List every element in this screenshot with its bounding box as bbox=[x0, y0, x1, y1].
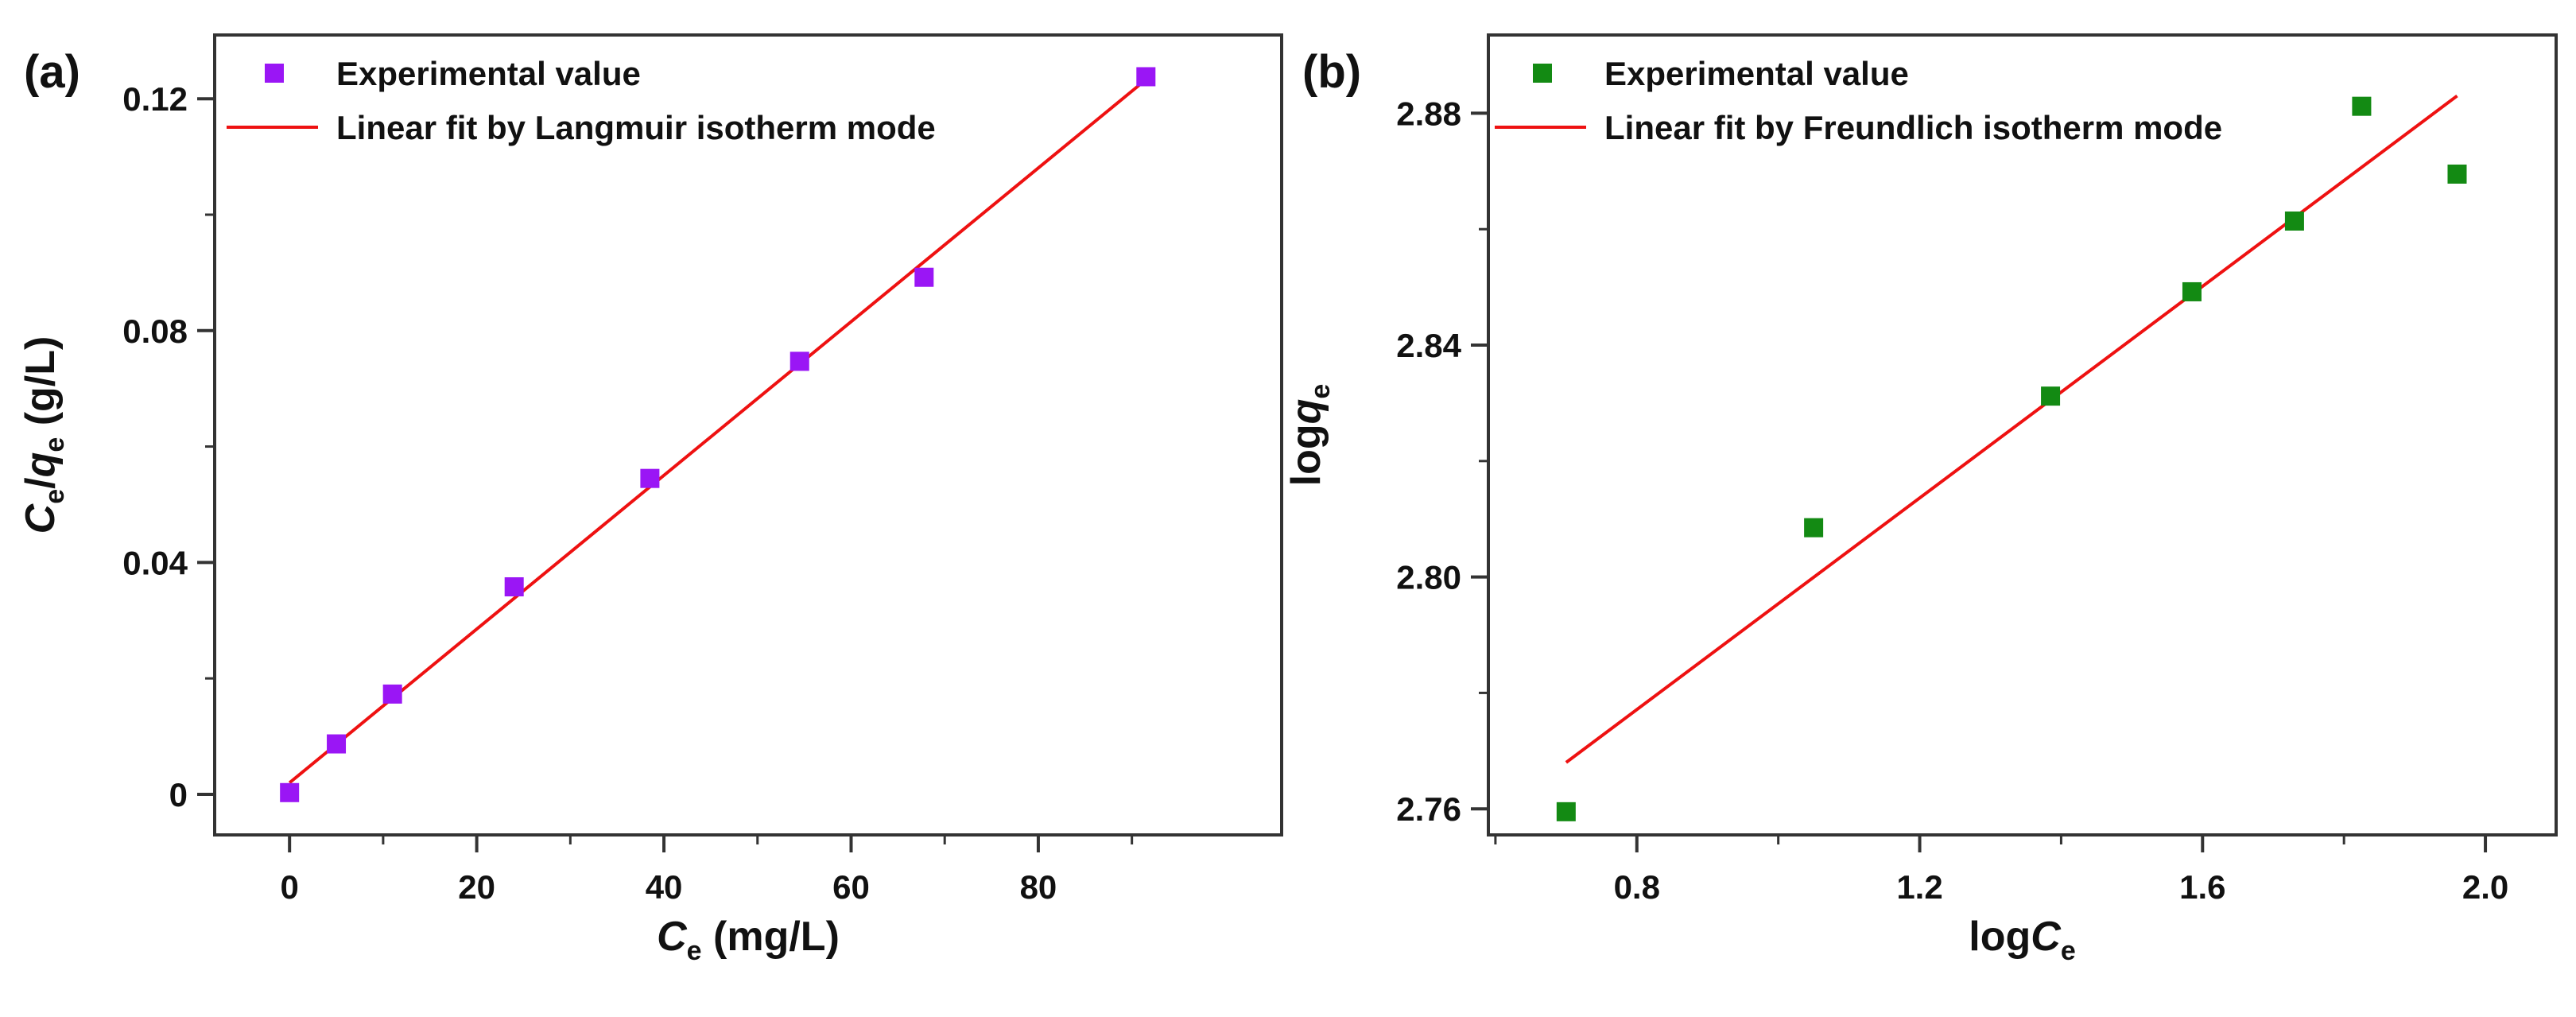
data-point-a bbox=[504, 576, 524, 596]
x-axis-title-b: logCe bbox=[1969, 914, 2075, 966]
data-point-b bbox=[2352, 96, 2372, 116]
data-point-b bbox=[1556, 802, 1576, 821]
y-tick-label-a: 0.08 bbox=[122, 312, 188, 350]
data-point-a bbox=[789, 351, 809, 371]
legend-label-line-a: Linear fit by Langmuir isotherm mode bbox=[336, 109, 936, 146]
data-point-a bbox=[1136, 67, 1156, 87]
x-tick-label-b: 1.2 bbox=[1896, 868, 1942, 906]
data-point-b bbox=[2041, 386, 2061, 406]
fit-line-b bbox=[1565, 94, 2458, 764]
legend-marker-scatter-b bbox=[1533, 64, 1552, 83]
y-tick-label-b: 2.80 bbox=[1396, 559, 1461, 596]
panel-b: (b) 0.8 1.2 1.6 2.0 2.76 2.80 2.84 2.88 logCe logq… bbox=[1283, 33, 2558, 966]
legend-label-scatter-b: Experimental value bbox=[1604, 55, 1909, 92]
y-tick-label-b: 2.88 bbox=[1396, 95, 1461, 132]
x-tick-label-b: 1.6 bbox=[2179, 868, 2225, 906]
data-point-b bbox=[2447, 164, 2467, 184]
data-point-b bbox=[2182, 281, 2202, 301]
x-axis-title-a: Ce (mg/L) bbox=[657, 914, 840, 966]
plot-frame-b bbox=[1487, 33, 2558, 837]
panel-label-b: (b) bbox=[1302, 46, 1361, 98]
y-tick-label-a: 0.12 bbox=[122, 80, 188, 118]
y-axis-title-a: Ce/qe (g/L) bbox=[17, 336, 70, 534]
x-tick-label-b: 2.0 bbox=[2462, 868, 2508, 906]
panel-label-a: (a) bbox=[24, 46, 80, 98]
panel-a: (a) 0 20 40 60 80 0 0.04 0.08 0.12 Ce (mg/L) Ce/qe … bbox=[17, 33, 1283, 966]
y-tick-label-b: 2.76 bbox=[1396, 790, 1461, 828]
legend-label-line-b: Linear fit by Freundlich isotherm mode bbox=[1604, 109, 2222, 146]
data-point-a bbox=[327, 734, 347, 754]
data-point-a bbox=[640, 468, 660, 488]
legend-label-scatter-a: Experimental value bbox=[336, 55, 641, 92]
data-point-a bbox=[914, 267, 934, 287]
data-point-a bbox=[280, 782, 300, 802]
x-tick-label-a: 40 bbox=[646, 868, 683, 906]
data-point-a bbox=[382, 684, 402, 704]
data-point-b bbox=[2284, 212, 2304, 231]
y-tick-label-b: 2.84 bbox=[1396, 327, 1461, 364]
y-axis-title-b: logqe bbox=[1283, 384, 1336, 487]
data-point-b bbox=[1804, 518, 1824, 538]
x-tick-label-a: 0 bbox=[280, 868, 298, 906]
x-tick-label-a: 80 bbox=[1020, 868, 1057, 906]
y-tick-label-a: 0 bbox=[169, 776, 188, 813]
x-tick-label-b: 0.8 bbox=[1614, 868, 1660, 906]
y-tick-label-a: 0.04 bbox=[122, 544, 188, 581]
x-tick-label-a: 60 bbox=[832, 868, 870, 906]
legend-marker-scatter-a bbox=[265, 64, 284, 83]
plot-frame-a bbox=[213, 33, 1283, 837]
x-tick-label-a: 20 bbox=[458, 868, 495, 906]
fit-line-a bbox=[288, 78, 1147, 784]
